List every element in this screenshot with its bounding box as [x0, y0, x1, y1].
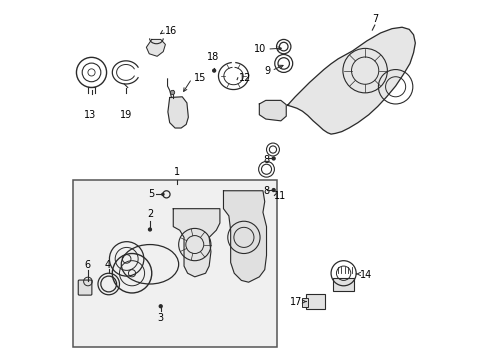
Circle shape: [213, 69, 216, 72]
Circle shape: [148, 228, 151, 231]
Text: 8: 8: [263, 155, 270, 165]
Bar: [73, 180, 277, 347]
Circle shape: [159, 305, 162, 308]
Polygon shape: [147, 40, 166, 56]
FancyBboxPatch shape: [78, 280, 92, 295]
Text: 7: 7: [372, 14, 378, 24]
Polygon shape: [259, 100, 286, 121]
FancyBboxPatch shape: [306, 294, 325, 309]
Text: 19: 19: [120, 110, 132, 120]
Text: 1: 1: [174, 167, 180, 177]
Polygon shape: [223, 191, 267, 282]
Polygon shape: [168, 97, 188, 128]
Text: 12: 12: [239, 73, 251, 83]
Text: 3: 3: [158, 313, 164, 323]
Text: 10: 10: [254, 44, 267, 54]
FancyBboxPatch shape: [302, 298, 308, 307]
Text: 15: 15: [194, 73, 206, 83]
Text: 18: 18: [207, 51, 220, 62]
Text: 13: 13: [84, 110, 96, 120]
Text: 14: 14: [360, 270, 372, 280]
Text: 17: 17: [290, 297, 302, 307]
Text: 9: 9: [265, 66, 271, 76]
Circle shape: [272, 157, 275, 160]
Text: 2: 2: [147, 210, 153, 220]
Polygon shape: [173, 209, 220, 277]
Polygon shape: [286, 27, 416, 134]
FancyBboxPatch shape: [333, 278, 354, 291]
Circle shape: [171, 90, 175, 95]
Text: 5: 5: [148, 189, 155, 199]
Text: 6: 6: [84, 260, 90, 270]
Text: 4: 4: [105, 260, 111, 270]
Circle shape: [162, 193, 164, 195]
Text: 16: 16: [166, 26, 178, 36]
Circle shape: [272, 189, 275, 192]
Text: 8: 8: [263, 186, 270, 196]
Text: 11: 11: [274, 191, 286, 201]
